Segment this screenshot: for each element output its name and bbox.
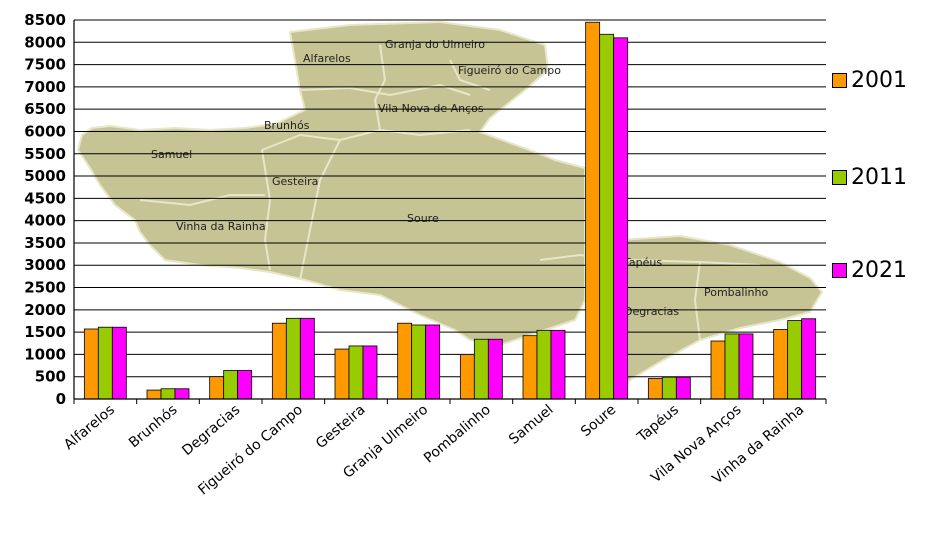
map-label: Soure [407, 212, 439, 225]
y-tick-label: 5000 [24, 167, 66, 185]
bar-2021 [550, 329, 566, 400]
gridlines [74, 19, 826, 400]
bar-2001 [710, 340, 726, 400]
y-tick-label: 4500 [24, 189, 66, 207]
legend-item-2011: 2011 [832, 165, 907, 190]
bar-2001 [209, 376, 225, 400]
y-tick-label: 2000 [24, 301, 66, 319]
bar-2001 [522, 335, 538, 400]
y-tick-label: 8500 [24, 11, 66, 29]
bars [83, 21, 817, 400]
y-tick-label: 500 [35, 368, 66, 386]
bar-2011 [536, 329, 552, 400]
bar-2011 [724, 333, 740, 400]
bar-2011 [285, 317, 301, 400]
bar-2021 [111, 326, 127, 400]
bar-2011 [160, 388, 176, 400]
y-tick-label: 4000 [24, 212, 66, 230]
bar-2021 [362, 345, 378, 400]
map-label: Granja do Ulmeiro [385, 38, 485, 51]
x-tick-label: Tapéus [634, 402, 682, 446]
y-tick-label: 8000 [24, 33, 66, 51]
map-label: Brunhós [264, 119, 310, 132]
map-label: Degracias [624, 305, 679, 318]
map-main-region [76, 20, 586, 347]
x-tick-label: Degracias [179, 402, 243, 459]
x-tick-label: Gesteira [313, 402, 369, 452]
bar-2001 [146, 389, 162, 400]
background-map: Alfarelos Granja do Ulmeiro Figueiró do … [76, 20, 824, 399]
bar-2021 [299, 317, 315, 400]
bar-2001 [773, 329, 789, 400]
legend-label: 2021 [851, 258, 907, 283]
map-label: Vinha da Rainha [176, 220, 266, 233]
y-tick-label: 1000 [24, 345, 66, 363]
map-label: Samuel [151, 148, 192, 161]
legend-item-2021: 2021 [832, 258, 907, 283]
bar-2021 [738, 333, 754, 400]
x-tick-label: Soure [578, 402, 619, 440]
bar-2021 [487, 338, 503, 400]
y-tick-label: 2500 [24, 279, 66, 297]
y-tick-label: 1500 [24, 323, 66, 341]
bar-2011 [787, 320, 803, 400]
map-label: Alfarelos [303, 52, 351, 65]
x-tick-label: Brunhós [126, 402, 181, 451]
bar-2001 [83, 328, 99, 400]
y-tick-label: 7000 [24, 78, 66, 96]
bar-2001 [334, 348, 350, 400]
bar-2001 [271, 322, 287, 400]
legend-swatch [832, 170, 847, 185]
bar-2001 [585, 21, 601, 400]
y-tick-label: 3500 [24, 234, 66, 252]
x-tick-label: Pombalinho [421, 402, 494, 467]
map-label: Tapéus [623, 256, 662, 269]
map-label: Pombalinho [704, 286, 768, 299]
bar-2011 [348, 345, 364, 400]
legend-item-2001: 2001 [832, 68, 907, 93]
legend-swatch [832, 73, 847, 88]
map-label: Vila Nova de Anços [378, 102, 484, 115]
legend-label: 2001 [851, 68, 907, 93]
y-tick-label: 6000 [24, 122, 66, 140]
bar-2021 [801, 318, 817, 400]
bar-2021 [174, 388, 190, 400]
bar-2011 [223, 370, 239, 400]
bar-2011 [473, 338, 489, 400]
y-tick-label: 0 [56, 390, 66, 408]
y-tick-label: 7500 [24, 56, 66, 74]
bar-2021 [425, 324, 441, 400]
bar-2021 [237, 370, 253, 400]
x-tick-label: Alfarelos [61, 402, 118, 453]
bar-2001 [397, 322, 413, 400]
bar-2011 [97, 326, 113, 400]
bar-2021 [613, 37, 629, 400]
bar-2011 [661, 376, 677, 400]
y-tick-label: 5500 [24, 145, 66, 163]
bar-2001 [459, 354, 475, 400]
axes [73, 20, 827, 404]
bar-2001 [647, 378, 663, 400]
x-tick-label: Figueiró do Campo [195, 402, 306, 498]
x-tick-label: Samuel [506, 402, 556, 448]
y-tick-labels: 0 500 1000 1500 2000 2500 3000 3500 4000 4500 5000… [24, 11, 66, 408]
map-label: Figueiró do Campo [458, 64, 561, 77]
y-tick-label: 6500 [24, 100, 66, 118]
legend-label: 2011 [851, 165, 907, 190]
map-label: Gesteira [272, 175, 318, 188]
bar-2021 [675, 376, 691, 400]
y-tick-label: 3000 [24, 256, 66, 274]
bar-2011 [599, 33, 615, 400]
bar-2011 [411, 324, 427, 400]
legend-swatch [832, 263, 847, 278]
